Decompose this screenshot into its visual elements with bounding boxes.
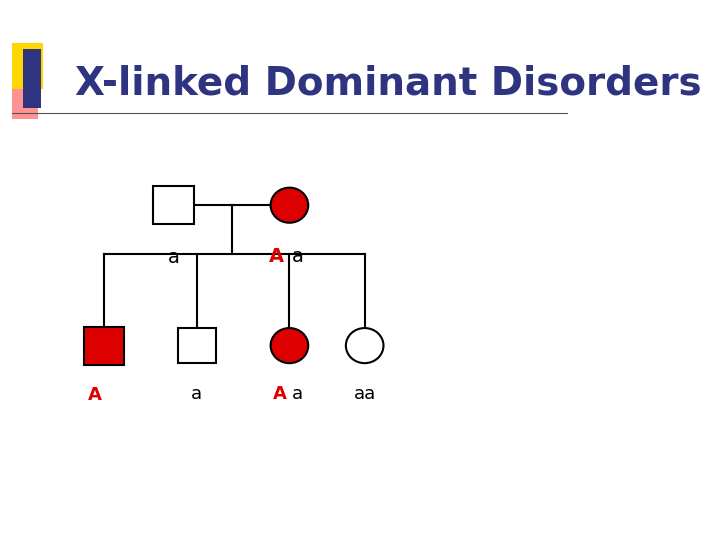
Text: a: a (192, 384, 202, 403)
Bar (153, 186, 194, 224)
Bar (84, 327, 125, 364)
Text: a: a (168, 248, 179, 267)
Text: A: A (273, 384, 287, 403)
Text: X-linked Dominant Disorders: X-linked Dominant Disorders (76, 65, 702, 103)
Circle shape (271, 187, 308, 222)
Circle shape (346, 328, 384, 363)
Text: a: a (292, 384, 303, 403)
Text: A: A (87, 386, 102, 404)
FancyBboxPatch shape (23, 49, 40, 108)
Circle shape (271, 328, 308, 363)
Bar (178, 328, 215, 363)
FancyBboxPatch shape (12, 43, 43, 89)
Text: A: A (269, 247, 284, 266)
Text: aa: aa (354, 384, 376, 403)
Text: a: a (292, 247, 304, 266)
FancyBboxPatch shape (12, 84, 37, 119)
